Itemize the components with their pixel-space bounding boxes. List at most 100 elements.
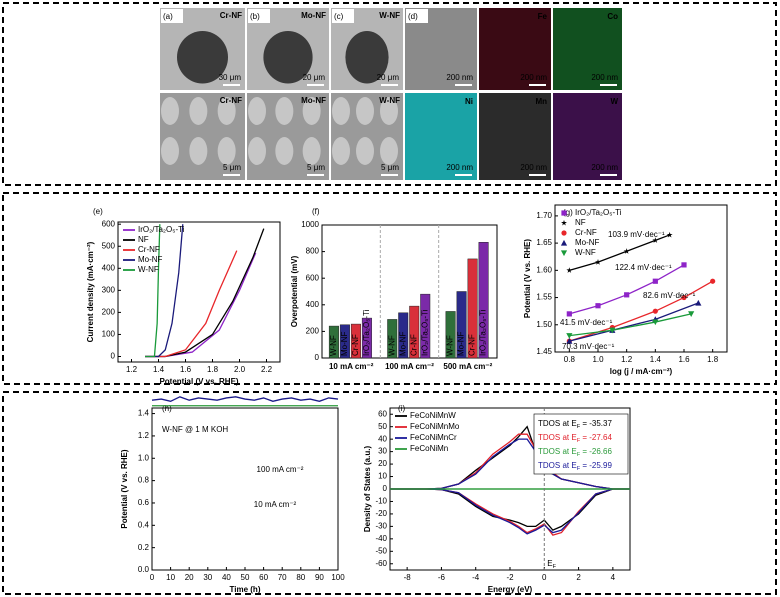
marker — [566, 311, 572, 317]
marker — [561, 230, 567, 236]
data-line — [145, 224, 184, 358]
y-tick-label: 100 — [102, 330, 116, 339]
marker — [710, 278, 716, 284]
marker — [652, 308, 658, 314]
x-tick-label: 0 — [150, 573, 155, 582]
element-label: Fe — [538, 12, 548, 21]
texture — [332, 137, 350, 165]
series-label: 100 mA cm⁻² — [257, 465, 304, 474]
marker — [688, 311, 695, 317]
scale-label: 200 nm — [446, 163, 473, 172]
y-tick-label: 0.4 — [138, 520, 150, 529]
marker — [566, 333, 573, 339]
marker — [681, 262, 687, 268]
tdos-label: TDOS at EF = -27.64 — [538, 433, 612, 444]
texture — [161, 137, 179, 165]
texture — [161, 97, 179, 125]
x-tick-label: 500 mA cm⁻² — [443, 362, 492, 371]
y-tick-label: 400 — [306, 300, 320, 309]
y-tick-label: 1.0 — [138, 453, 150, 462]
legend-label: IrO₂/Ta₂O₅-Ti — [138, 225, 185, 234]
text-part: = -26.66 — [580, 447, 612, 456]
bar — [445, 311, 456, 359]
legend-label: NF — [575, 218, 586, 227]
x-tick-label: 20 — [185, 573, 194, 582]
scale-label: 20 μm — [377, 73, 400, 82]
panel-letter: (f) — [312, 207, 320, 216]
data-line — [145, 252, 257, 358]
scale-label: 5 μm — [381, 163, 399, 172]
y-tick-label: -60 — [375, 559, 387, 568]
y-tick-label: 0 — [383, 484, 388, 493]
eds-map — [553, 8, 622, 90]
text-part: TDOS at E — [538, 461, 577, 470]
x-tick-label: 1.8 — [207, 365, 219, 374]
x-tick-label: -6 — [438, 573, 446, 582]
text-part: = -35.37 — [580, 419, 612, 428]
scale-label: 5 μm — [307, 163, 325, 172]
data-line — [569, 302, 699, 342]
x-tick-label: 90 — [315, 573, 324, 582]
marker — [695, 299, 702, 306]
bar-label: Mo-NF — [457, 331, 466, 356]
marker — [595, 303, 601, 309]
frame — [2, 391, 777, 595]
y-tick-label: 500 — [102, 241, 116, 250]
legend-label: FeCoNiMnCr — [410, 433, 457, 442]
image-label: Cr-NF — [220, 96, 242, 105]
plot-frame — [117, 221, 281, 363]
pore — [263, 30, 313, 84]
y-tick-label: -40 — [375, 534, 387, 543]
y-axis-label: Density of States (a.u.) — [363, 446, 372, 533]
bar — [328, 325, 339, 359]
x-axis-label: Energy (eV) — [488, 585, 533, 594]
element-label: Ni — [465, 97, 473, 106]
panel-letter: (g) — [563, 208, 573, 217]
x-tick-label: 2.0 — [234, 365, 246, 374]
legend-label: Cr-NF — [575, 228, 597, 237]
texture — [275, 137, 294, 165]
x-axis-label: Time (h) — [230, 585, 261, 594]
panel-letter-bg — [332, 9, 354, 23]
y-axis-label: Potential (V vs. RHE) — [523, 239, 532, 318]
slope-label: 122.4 mV·dec⁻¹ — [615, 263, 672, 272]
legend-label: W-NF — [138, 265, 159, 274]
scale-label: 200 nm — [446, 73, 473, 82]
x-tick-label: 60 — [259, 573, 268, 582]
marker — [609, 327, 616, 334]
text-part: TDOS at E — [538, 447, 577, 456]
image-label: W-NF — [379, 11, 400, 20]
scale-label: 200 nm — [591, 73, 618, 82]
frame — [2, 192, 777, 385]
bar — [420, 293, 431, 359]
panel-letter: (c) — [334, 12, 344, 21]
x-tick-label: -8 — [404, 573, 412, 582]
y-tick-label: -50 — [375, 546, 387, 555]
y-tick-label: 600 — [306, 273, 320, 282]
tdos-label: TDOS at EF = -26.66 — [538, 447, 612, 458]
x-tick-label: 80 — [296, 573, 305, 582]
y-tick-label: 1.4 — [138, 409, 150, 418]
marker — [652, 319, 659, 326]
bar-label: IrO₂/Ta₂O₅-Ti — [362, 309, 371, 356]
x-tick-label: 1.4 — [153, 365, 165, 374]
panel-letter: (e) — [93, 207, 103, 216]
y-tick-label: 1.2 — [138, 431, 150, 440]
text-part: E — [547, 559, 552, 568]
scale-label: 30 μm — [219, 73, 242, 82]
marker — [560, 250, 568, 257]
bar — [387, 319, 398, 359]
x-tick-label: 1.6 — [180, 365, 192, 374]
x-tick-label: 10 — [166, 573, 175, 582]
slope-label: 103.9 mV·dec⁻¹ — [608, 230, 665, 239]
panel-letter: (i) — [398, 404, 405, 413]
text-part: TDOS at E — [538, 433, 577, 442]
subscript: F — [577, 438, 581, 444]
subscript: F — [577, 466, 581, 472]
y-tick-label: 1.60 — [536, 265, 552, 274]
x-tick-label: 1.2 — [621, 355, 633, 364]
texture — [380, 137, 398, 165]
y-axis-label: Overpotential (mV) — [290, 255, 299, 327]
panel-letter-bg — [248, 9, 270, 23]
marker — [666, 231, 673, 238]
